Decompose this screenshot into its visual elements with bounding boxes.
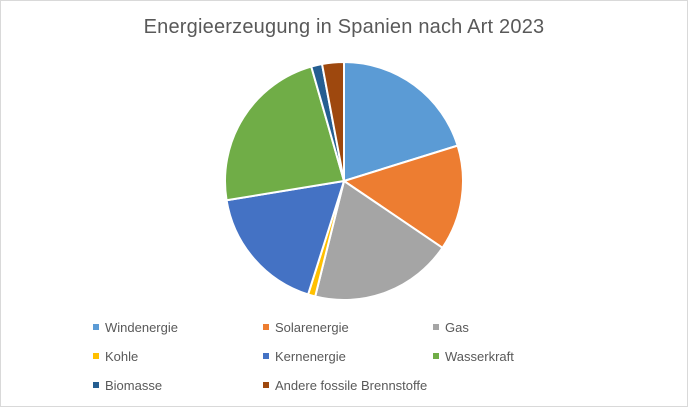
legend-item-solarenergie: Solarenergie (263, 318, 433, 336)
legend-swatch-andere-fossile-brennstoffe (263, 382, 269, 388)
pie-slice-kernenergie (225, 180, 345, 296)
legend: Windenergie Solarenergie Gas Kohle Kerne… (93, 318, 593, 394)
legend-label-windenergie: Windenergie (105, 319, 178, 335)
legend-swatch-kernenergie (263, 353, 269, 359)
legend-swatch-solarenergie (263, 324, 269, 330)
legend-label-wasserkraft: Wasserkraft (445, 348, 514, 364)
legend-item-kernenergie: Kernenergie (263, 347, 433, 365)
pie-slice-solarenergie (343, 144, 464, 249)
pie-slice-gas (314, 180, 444, 301)
legend-label-gas: Gas (445, 319, 469, 335)
pie-slice-wasserkraft (224, 65, 345, 202)
pie-slices (224, 61, 464, 301)
legend-item-wasserkraft: Wasserkraft (433, 347, 593, 365)
legend-label-biomasse: Biomasse (105, 377, 163, 393)
legend-swatch-gas (433, 324, 439, 330)
legend-item-andere-fossile-brennstoffe: Andere fossile Brennstoffe (263, 376, 433, 394)
legend-label-solarenergie: Solarenergie (275, 319, 349, 335)
chart-title: Energieerzeugung in Spanien nach Art 202… (143, 16, 545, 38)
legend-item-biomasse: Biomasse (93, 376, 263, 394)
legend-label-kernenergie: Kernenergie (275, 348, 346, 364)
legend-label-kohle: Kohle (105, 348, 139, 364)
legend-item-kohle: Kohle (93, 347, 263, 365)
legend-item-gas: Gas (433, 318, 593, 336)
legend-swatch-windenergie (93, 324, 99, 330)
legend-swatch-wasserkraft (433, 353, 439, 359)
legend-item-windenergie: Windenergie (93, 318, 263, 336)
legend-label-andere-fossile-brennstoffe: Andere fossile Brennstoffe (275, 377, 428, 393)
pie-slice-windenergie (343, 61, 459, 182)
pie-slice-andere-fossile-brennstoffe (321, 61, 345, 182)
legend-swatch-kohle (93, 353, 99, 359)
legend-swatch-biomasse (93, 382, 99, 388)
